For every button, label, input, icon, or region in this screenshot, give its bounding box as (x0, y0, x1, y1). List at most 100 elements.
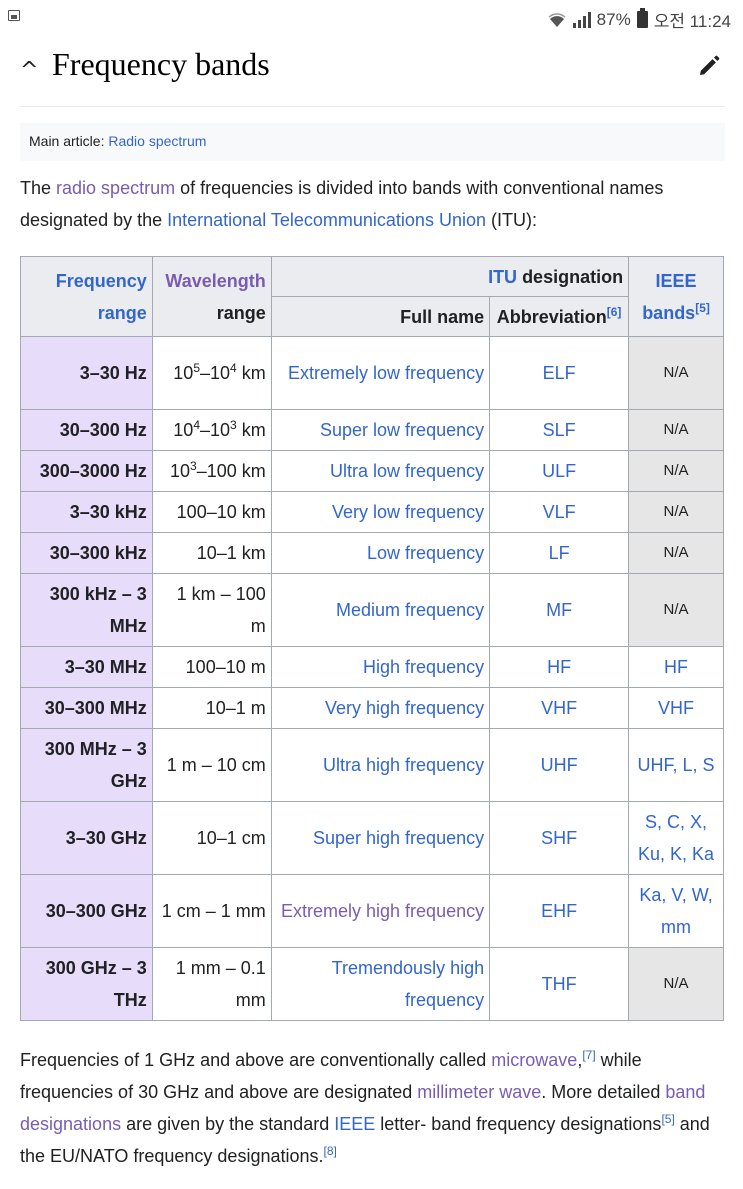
ref-5-link[interactable]: [5] (661, 1112, 675, 1126)
band-name-link[interactable]: Tremendously high frequency (270, 947, 491, 1021)
wave-cell: 103–100 km (151, 450, 272, 492)
intro-text-1: The (20, 178, 57, 198)
wave-cell: 10–1 cm (151, 801, 272, 875)
collapse-chevron-icon[interactable]: ^ (20, 58, 39, 83)
band-name-link[interactable]: Super low frequency (270, 409, 491, 451)
wave-cell: 1 km – 100 m (151, 573, 272, 647)
table-row: 30–300 kHz 10–1 km Low frequency LF N/A (20, 532, 724, 574)
band-name-link[interactable]: Extremely high frequency (270, 874, 491, 948)
table-row: 30–300 Hz 104–103 km Super low frequency… (20, 409, 724, 451)
intro-paragraph: The radio spectrum of frequencies is div… (20, 172, 725, 236)
band-designations-link[interactable]: band designations (20, 1082, 706, 1134)
ieee-cell: N/A (628, 573, 724, 647)
ieee-cell: N/A (628, 947, 724, 1021)
outro-text-4: are given by the standard (121, 1114, 335, 1134)
section-title: Frequency bands (52, 46, 270, 82)
freq-cell: 3–30 kHz (20, 491, 153, 533)
wave-cell: 104–103 km (151, 409, 272, 451)
table-row: 3–30 GHz 10–1 cm Super high frequency SH… (20, 801, 724, 875)
outro-text-3: . More detailed (541, 1082, 666, 1102)
wave-cell: 1 mm – 0.1 mm (151, 947, 272, 1021)
edit-pencil-icon[interactable] (697, 54, 721, 78)
band-name-link[interactable]: Medium frequency (270, 573, 491, 647)
itu-header-link[interactable]: ITU (488, 266, 518, 287)
clock: 오전 11:24 (653, 12, 731, 31)
ieee-link[interactable]: VHF (628, 687, 724, 729)
band-name-link[interactable]: Ultra low frequency (270, 450, 491, 492)
outro-text-2: while frequencies of 30 GHz and above ar… (20, 1050, 642, 1102)
wave-cell: 10–1 m (151, 687, 272, 729)
band-name-link[interactable]: High frequency (270, 646, 491, 688)
ieee-bands-link[interactable]: bands (642, 302, 696, 323)
band-name-link[interactable]: Low frequency (270, 532, 491, 574)
band-name-link[interactable]: Ultra high frequency (270, 728, 491, 802)
band-name-link[interactable]: Super high frequency (270, 801, 491, 875)
band-name-link[interactable]: Very low frequency (270, 491, 491, 533)
frequency-range-link[interactable]: range (97, 302, 147, 323)
abbr-cell: THF (489, 947, 630, 1021)
table-row: 3–30 Hz 105–104 km Extremely low frequen… (20, 336, 724, 410)
freq-cell: 30–300 MHz (20, 687, 153, 729)
header-full-name: Full name (270, 296, 491, 337)
table-row: 30–300 MHz 10–1 m Very high frequency VH… (20, 687, 724, 729)
header-wavelength: Wavelength range (151, 256, 272, 337)
ref-6-sup[interactable]: [6] (606, 304, 622, 319)
battery-percent: 87% (596, 9, 631, 29)
freq-cell: 30–300 kHz (20, 532, 153, 574)
microwave-link[interactable]: microwave (491, 1050, 578, 1070)
millimeter-wave-link[interactable]: millimeter wave (417, 1082, 542, 1102)
wavelength-link[interactable]: Wavelength (165, 270, 266, 291)
ieee-cell: N/A (628, 532, 724, 574)
freq-cell: 30–300 Hz (20, 409, 153, 451)
header-ieee-bands: IEEE bands[5] (628, 256, 724, 337)
abbr-cell: ELF (489, 336, 630, 410)
freq-cell: 30–300 GHz (20, 874, 153, 948)
ieee-cell: N/A (628, 450, 724, 492)
ieee-link[interactable]: IEEE (655, 270, 697, 291)
frequency-link[interactable]: Frequency (55, 270, 147, 291)
abbr-cell: SHF (489, 801, 630, 875)
table-row: 30–300 GHz 1 cm – 1 mm Extremely high fr… (20, 874, 724, 948)
header-itu-designation: ITU designation (270, 256, 630, 297)
wave-cell: 1 cm – 1 mm (151, 874, 272, 948)
header-frequency[interactable]: Frequency range (20, 256, 153, 337)
radio-spectrum-article-link[interactable]: Radio spectrum (108, 133, 207, 149)
header-abbreviation: Abbreviation[6] (489, 296, 630, 337)
ref-8-link[interactable]: [8] (323, 1144, 337, 1158)
hatnote-prefix: Main article: (29, 133, 109, 149)
ieee-link[interactable]: S, C, X, Ku, K, Ka (628, 801, 724, 875)
wave-cell: 1 m – 10 cm (151, 728, 272, 802)
battery-icon (636, 8, 648, 28)
table-row: 300–3000 Hz 103–100 km Ultra low frequen… (20, 450, 724, 492)
band-name-link[interactable]: Extremely low frequency (270, 336, 491, 410)
abbr-cell: EHF (489, 874, 630, 948)
ieee-text-link[interactable]: IEEE (334, 1114, 376, 1134)
abbr-cell: SLF (489, 409, 630, 451)
freq-cell: 300 GHz – 3 THz (20, 947, 153, 1021)
radio-spectrum-link[interactable]: radio spectrum (56, 178, 176, 198)
itu-link[interactable]: International Telecommunications Union (167, 210, 486, 230)
status-right: 87% 오전 11:24 (547, 7, 731, 32)
abbr-cell: ULF (489, 450, 630, 492)
ref-7-link[interactable]: [7] (582, 1048, 596, 1062)
freq-cell: 300 kHz – 3 MHz (20, 573, 153, 647)
designation-label: designation (517, 266, 624, 287)
ieee-link[interactable]: UHF, L, S (628, 728, 724, 802)
table-row: 3–30 MHz 100–10 m High frequency HF HF (20, 646, 724, 688)
ieee-cell: N/A (628, 409, 724, 451)
signal-icon (572, 11, 591, 28)
abbr-cell: HF (489, 646, 630, 688)
ieee-link[interactable]: HF (628, 646, 724, 688)
frequency-bands-table: Frequency range Wavelength range ITU des… (20, 256, 724, 1021)
ieee-link[interactable]: Ka, V, W, mm (628, 874, 724, 948)
freq-cell: 3–30 Hz (20, 336, 153, 410)
ieee-cell: N/A (628, 491, 724, 533)
wave-cell: 100–10 m (151, 646, 272, 688)
ref-5-sup[interactable]: [5] (695, 300, 710, 315)
abbr-cell: LF (489, 532, 630, 574)
section-header[interactable]: ^ Frequency bands (20, 44, 725, 107)
abbreviation-label: Abbreviation (496, 306, 607, 327)
band-name-link[interactable]: Very high frequency (270, 687, 491, 729)
intro-text-3: (ITU): (485, 210, 537, 230)
outro-text-6: and the EU/NATO frequency designations. (20, 1114, 710, 1166)
